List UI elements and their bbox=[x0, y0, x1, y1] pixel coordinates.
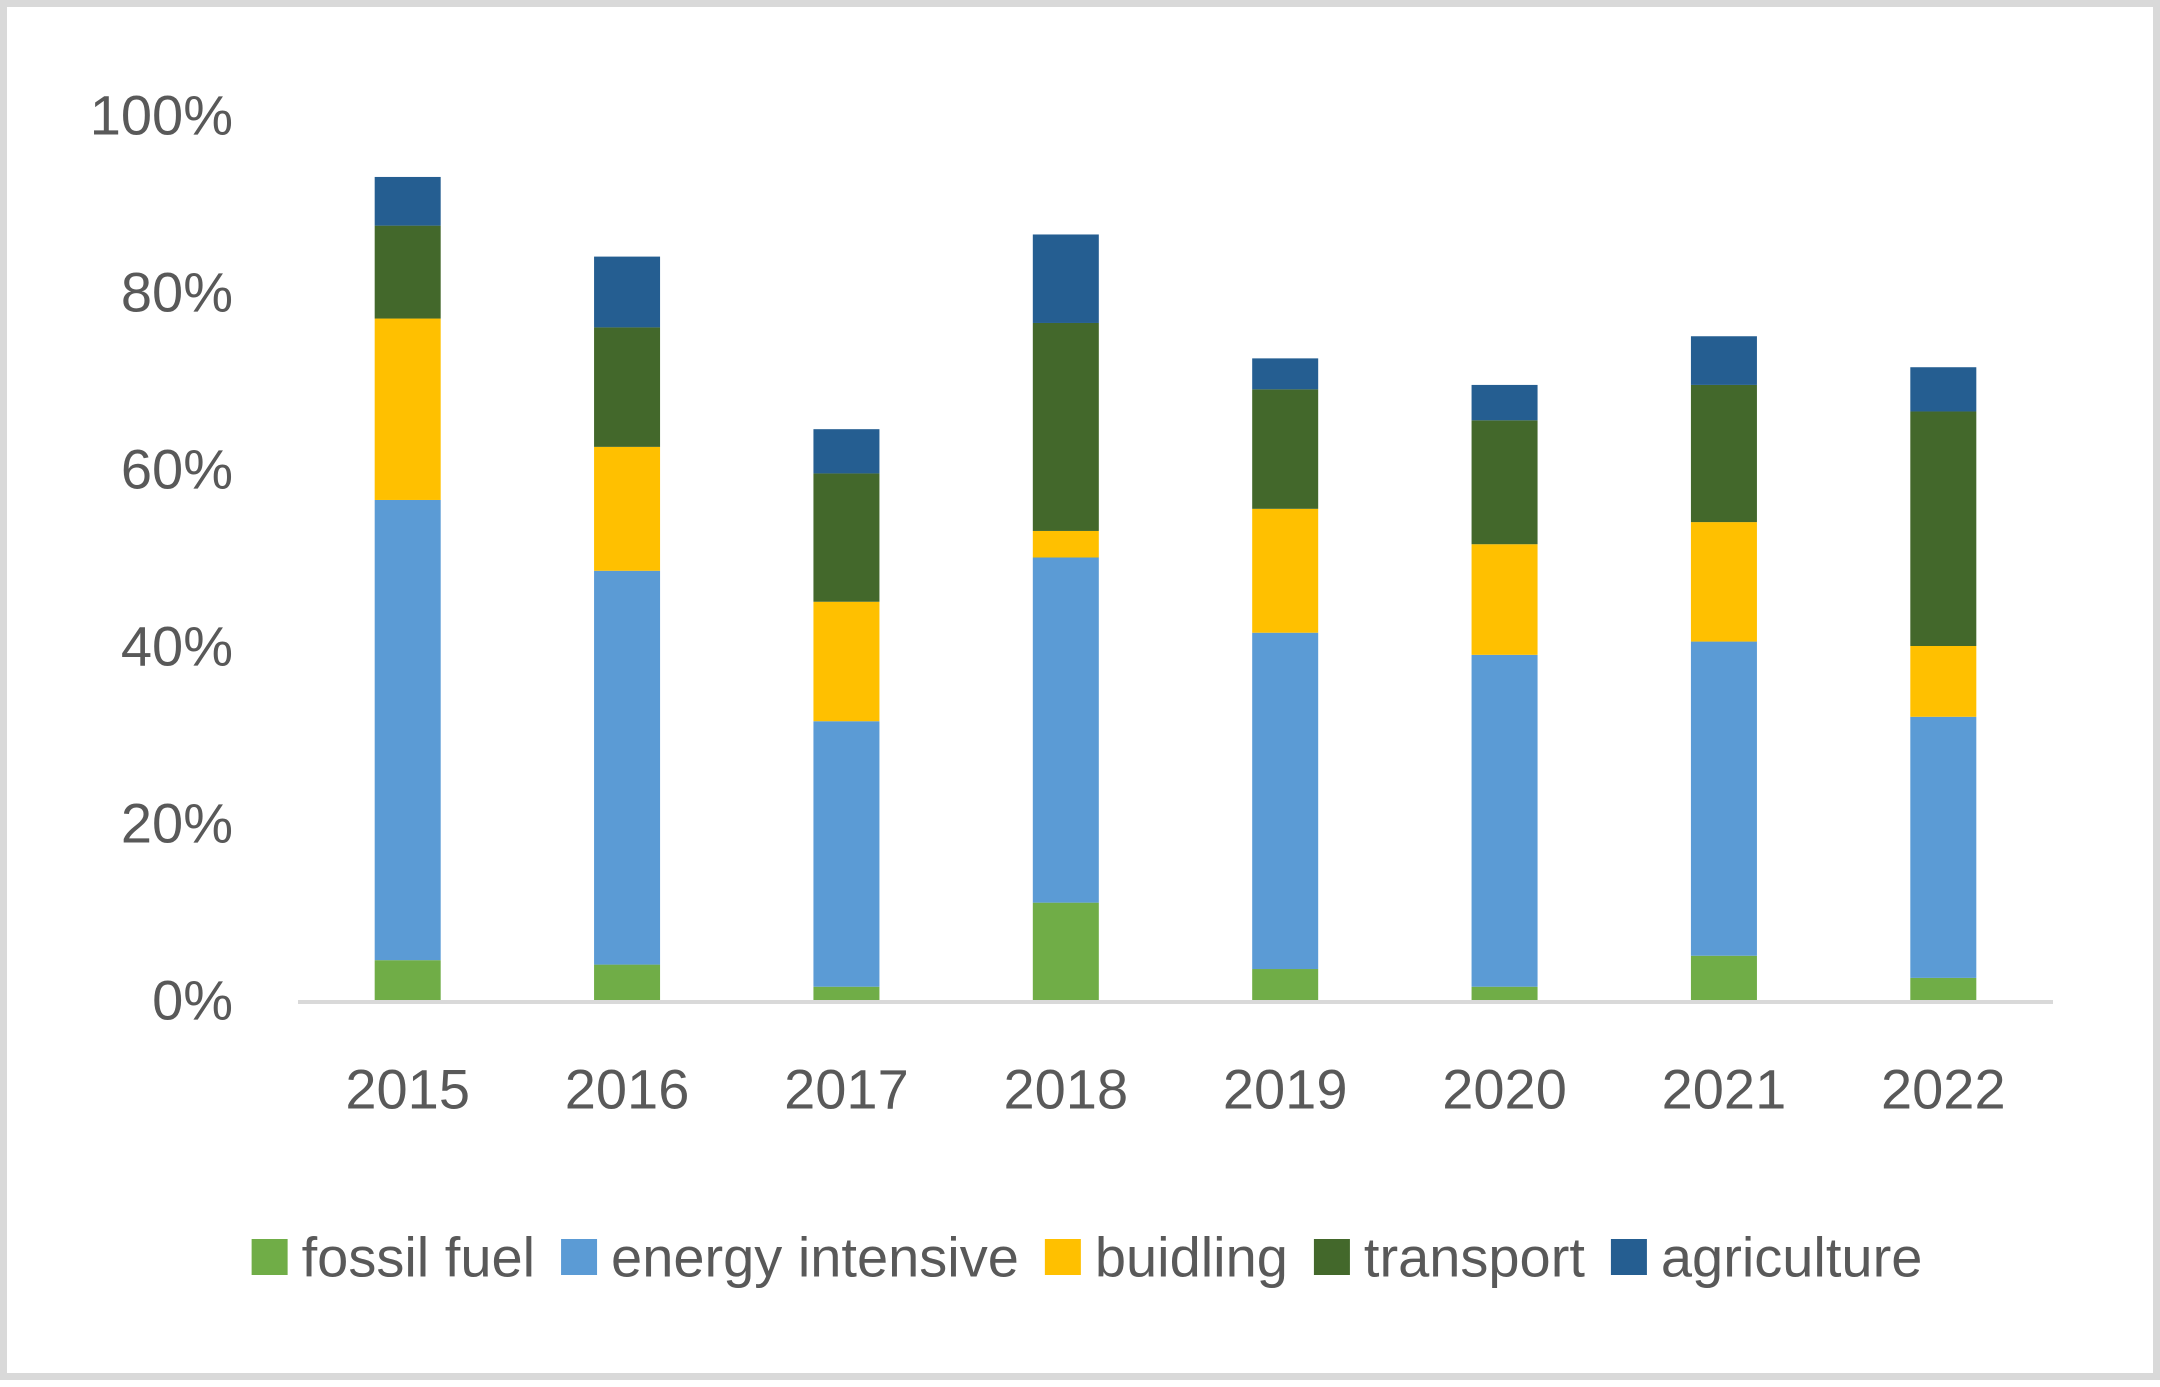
legend-swatch-fossil-fuel bbox=[251, 1239, 288, 1275]
x-axis-labels: 2015 2016 2017 2018 2019 2020 2021 2022 bbox=[345, 1058, 2005, 1121]
bar-segment-transport-2021 bbox=[1690, 384, 1757, 523]
legend-swatch-agriculture bbox=[1610, 1239, 1647, 1275]
bar-segment-buidling-2018 bbox=[1032, 530, 1099, 558]
y-tick-label: 80% bbox=[121, 261, 233, 324]
bar-segment-energy-intensive-2019 bbox=[1252, 632, 1319, 970]
bar-segment-fossil-fuel-2021 bbox=[1690, 955, 1757, 1000]
x-tick-label: 2022 bbox=[1881, 1058, 2006, 1121]
x-tick-label: 2018 bbox=[1004, 1058, 1129, 1121]
legend-label: fossil fuel bbox=[302, 1226, 535, 1289]
legend-label: agriculture bbox=[1661, 1226, 1922, 1289]
legend-swatch-energy-intensive bbox=[561, 1239, 598, 1275]
legend-label: energy intensive bbox=[611, 1226, 1019, 1289]
bar-segment-buidling-2021 bbox=[1690, 522, 1757, 642]
y-axis-labels: 0% 20% 40% 60% 80% 100% bbox=[90, 84, 233, 1032]
bar-segment-transport-2022 bbox=[1910, 411, 1977, 646]
bar-segment-energy-intensive-2020 bbox=[1471, 654, 1538, 987]
bar-segment-agriculture-2016 bbox=[594, 256, 661, 328]
bar-segment-energy-intensive-2018 bbox=[1032, 557, 1099, 903]
bar-segment-transport-2015 bbox=[374, 225, 441, 319]
bar-segment-energy-intensive-2015 bbox=[374, 499, 441, 961]
bar-segment-buidling-2016 bbox=[594, 446, 661, 571]
legend-label: buidling bbox=[1095, 1226, 1288, 1289]
bar-segment-agriculture-2018 bbox=[1032, 234, 1099, 323]
bar-segment-buidling-2015 bbox=[374, 318, 441, 500]
x-tick-label: 2020 bbox=[1442, 1058, 1567, 1121]
y-tick-label: 60% bbox=[121, 438, 233, 501]
x-tick-label: 2021 bbox=[1662, 1058, 1787, 1121]
bar-segment-fossil-fuel-2022 bbox=[1910, 977, 1977, 1000]
x-tick-label: 2019 bbox=[1223, 1058, 1348, 1121]
bar-segment-agriculture-2017 bbox=[813, 429, 880, 474]
legend-swatch-transport bbox=[1313, 1239, 1350, 1275]
legend-label: transport bbox=[1364, 1226, 1585, 1289]
bar-segment-transport-2019 bbox=[1252, 389, 1319, 509]
bar-segment-buidling-2020 bbox=[1471, 544, 1538, 655]
y-tick-label: 100% bbox=[90, 84, 233, 147]
bar-segment-agriculture-2015 bbox=[374, 176, 441, 226]
bar-segment-energy-intensive-2016 bbox=[594, 570, 661, 965]
bar-segment-fossil-fuel-2016 bbox=[594, 964, 661, 1000]
y-tick-label: 0% bbox=[152, 969, 233, 1032]
bar-segment-transport-2020 bbox=[1471, 420, 1538, 545]
x-tick-label: 2017 bbox=[784, 1058, 909, 1121]
x-tick-label: 2016 bbox=[565, 1058, 690, 1121]
y-tick-label: 20% bbox=[121, 792, 233, 855]
bar-segment-energy-intensive-2017 bbox=[813, 721, 880, 987]
x-tick-label: 2015 bbox=[345, 1058, 470, 1121]
bars bbox=[374, 176, 1977, 1000]
bar-segment-energy-intensive-2021 bbox=[1690, 641, 1757, 956]
bar-segment-fossil-fuel-2019 bbox=[1252, 969, 1319, 1000]
bar-segment-agriculture-2021 bbox=[1690, 336, 1757, 385]
bar-segment-fossil-fuel-2015 bbox=[374, 960, 441, 1000]
bar-segment-fossil-fuel-2017 bbox=[813, 986, 880, 1000]
stacked-bar-chart: 0%20%40%60%80%100% 2015 2016 2017 2018 2019 2… bbox=[90, 84, 2053, 1289]
bar-segment-agriculture-2022 bbox=[1910, 367, 1977, 412]
bar-segment-transport-2018 bbox=[1032, 322, 1099, 531]
bar-segment-agriculture-2019 bbox=[1252, 358, 1319, 390]
legend-swatch-buidling bbox=[1044, 1239, 1081, 1275]
bar-segment-fossil-fuel-2020 bbox=[1471, 986, 1538, 1000]
bar-segment-buidling-2017 bbox=[813, 601, 880, 722]
bar-segment-agriculture-2020 bbox=[1471, 384, 1538, 421]
bar-segment-buidling-2022 bbox=[1910, 646, 1977, 717]
legend: fossil fuel energy intensive buidling trans… bbox=[251, 1226, 1922, 1289]
bar-segment-energy-intensive-2022 bbox=[1910, 716, 1977, 978]
bar-segment-transport-2016 bbox=[594, 327, 661, 447]
bar-segment-buidling-2019 bbox=[1252, 508, 1319, 633]
bar-segment-fossil-fuel-2018 bbox=[1032, 902, 1099, 1000]
y-tick-label: 40% bbox=[121, 615, 233, 678]
bar-segment-transport-2017 bbox=[813, 473, 880, 602]
